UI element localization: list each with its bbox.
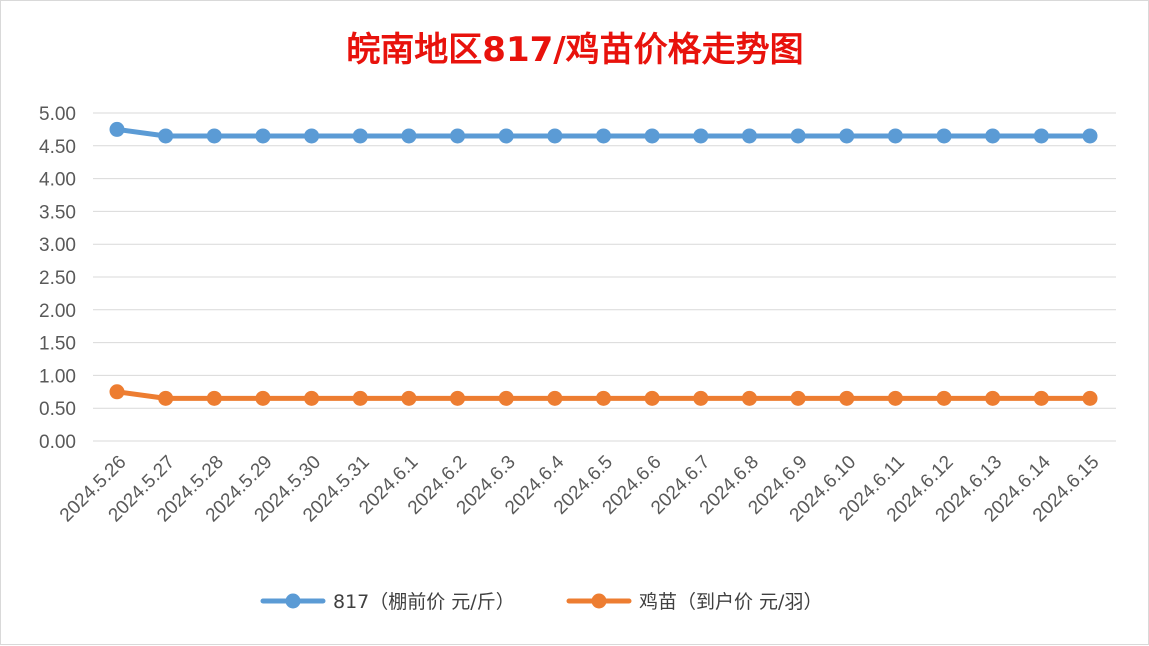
series-layer — [109, 121, 1098, 406]
data-point — [450, 390, 466, 406]
legend-label: 鸡苗（到户价 元/羽） — [639, 591, 822, 613]
data-point — [352, 128, 368, 144]
y-tick-label: 3.50 — [39, 202, 76, 223]
y-tick-label: 5.00 — [39, 104, 76, 125]
data-point — [936, 128, 952, 144]
data-point — [839, 390, 855, 406]
data-point — [741, 390, 757, 406]
legend-item: 鸡苗（到户价 元/羽） — [566, 591, 822, 613]
data-point — [644, 390, 660, 406]
y-tick-label: 1.50 — [39, 334, 76, 355]
data-point — [401, 390, 417, 406]
y-tick-label: 4.50 — [39, 137, 76, 158]
y-tick-label: 2.50 — [39, 268, 76, 289]
data-point — [352, 390, 368, 406]
data-point — [255, 390, 271, 406]
legend-item: 817（棚前价 元/斤） — [260, 591, 515, 613]
data-point — [790, 128, 806, 144]
data-point — [158, 390, 174, 406]
data-point — [839, 128, 855, 144]
data-point — [596, 128, 611, 144]
data-point — [304, 390, 320, 406]
y-axis: 0.00 0.50 1.00 1.50 2.00 2.50 3.00 3.50 4.00 4.50… — [39, 104, 76, 453]
x-axis: 2024.5.262024.5.272024.5.282024.5.292024… — [56, 451, 1104, 526]
legend: 817（棚前价 元/斤） 鸡苗（到户价 元/羽） — [260, 591, 822, 613]
y-tick-label: 0.50 — [39, 399, 76, 420]
data-point — [109, 121, 125, 137]
data-point — [206, 128, 222, 144]
legend-swatch-marker — [285, 593, 301, 609]
data-point — [547, 390, 563, 406]
y-tick-label: 0.00 — [39, 432, 76, 453]
y-tick-label: 3.00 — [39, 235, 76, 256]
data-point — [985, 390, 1001, 406]
y-tick-label: 4.00 — [39, 170, 76, 191]
data-point — [1033, 128, 1049, 144]
y-tick-label: 1.00 — [39, 366, 76, 387]
data-point — [498, 390, 514, 406]
data-point — [596, 390, 611, 406]
data-point — [158, 128, 174, 144]
data-point — [450, 128, 466, 144]
y-tick-label: 2.00 — [39, 301, 76, 322]
grid-lines — [93, 112, 1116, 442]
data-point — [887, 128, 903, 144]
data-point — [887, 390, 903, 406]
series-2 — [109, 384, 1098, 406]
data-point — [693, 390, 709, 406]
data-point — [1082, 128, 1098, 144]
data-point — [644, 128, 660, 144]
data-point — [498, 128, 514, 144]
data-point — [206, 390, 222, 406]
data-point — [1033, 390, 1049, 406]
data-point — [790, 390, 806, 406]
data-point — [1082, 390, 1098, 406]
data-point — [547, 128, 563, 144]
chart-title: 皖南地区817/鸡苗价格走势图 — [346, 30, 803, 70]
legend-label: 817（棚前价 元/斤） — [333, 591, 515, 613]
legend-swatch-marker — [591, 593, 607, 609]
data-point — [304, 128, 320, 144]
data-point — [936, 390, 952, 406]
data-point — [401, 128, 417, 144]
data-point — [255, 128, 271, 144]
series-1 — [109, 121, 1098, 144]
data-point — [985, 128, 1001, 144]
data-point — [741, 128, 757, 144]
data-point — [109, 384, 125, 400]
data-point — [693, 128, 709, 144]
